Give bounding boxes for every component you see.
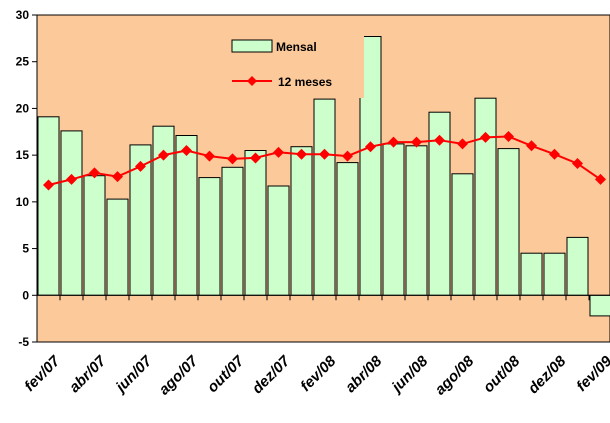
point-12-meses-mai-08 bbox=[388, 136, 399, 148]
x-tick-label: jun/08 bbox=[387, 352, 432, 397]
legend-label-mensal: Mensal bbox=[276, 40, 317, 54]
point-12-meses-mar-08 bbox=[342, 150, 353, 162]
point-12-meses-set-08 bbox=[480, 131, 491, 143]
bar-nov-08 bbox=[520, 252, 543, 296]
legend-swatch-mensal bbox=[231, 39, 273, 53]
y-tick-label: 25 bbox=[16, 55, 30, 69]
bar-abr-07 bbox=[83, 175, 106, 296]
bars-layer bbox=[37, 36, 610, 317]
point-12-meses-abr-07 bbox=[89, 167, 100, 179]
bar-mai-07 bbox=[106, 198, 129, 296]
x-tick-label: abr/08 bbox=[342, 352, 386, 396]
point-12-meses-mai-07 bbox=[112, 171, 123, 183]
point-12-meses-out-08 bbox=[503, 130, 514, 142]
point-12-meses-ago-07 bbox=[181, 144, 192, 156]
bar-nov-07 bbox=[244, 150, 267, 296]
x-tick-label: abr/07 bbox=[66, 352, 110, 396]
point-12-meses-fev-07 bbox=[43, 179, 54, 191]
bar-set-08 bbox=[474, 97, 497, 296]
bar-jun-08 bbox=[405, 145, 428, 296]
bar-mar-08 bbox=[336, 162, 359, 296]
bar-jan-08 bbox=[290, 146, 313, 296]
y-tick-label: 15 bbox=[16, 148, 30, 162]
bar-fev-08 bbox=[313, 98, 336, 296]
point-12-meses-nov-07 bbox=[250, 152, 261, 164]
point-12-meses-jun-07 bbox=[135, 160, 146, 172]
x-tick-label: ago/07 bbox=[156, 352, 202, 398]
y-tick-label: 10 bbox=[16, 195, 30, 209]
x-tick-label: dez/07 bbox=[249, 352, 294, 397]
bar-set-07 bbox=[198, 177, 221, 296]
point-12-meses-jan-09 bbox=[572, 158, 583, 170]
y-tick-label: 20 bbox=[16, 101, 30, 115]
point-12-meses-mar-07 bbox=[66, 173, 77, 185]
x-tick-label: dez/08 bbox=[525, 352, 570, 397]
point-12-meses-jul-08 bbox=[434, 134, 445, 146]
bar-out-08 bbox=[497, 148, 520, 296]
bar-mai-08 bbox=[382, 143, 405, 296]
bar-mar-07 bbox=[60, 130, 83, 296]
point-12-meses-out-07 bbox=[227, 153, 238, 165]
y-tick-label: 30 bbox=[16, 8, 30, 22]
x-tick-label: fev/08 bbox=[297, 352, 340, 395]
y-tick-label: 5 bbox=[22, 242, 29, 256]
point-12-meses-ago-08 bbox=[457, 138, 468, 150]
x-tick-label: fev/09 bbox=[573, 352, 610, 395]
bar-dez-07 bbox=[267, 185, 290, 296]
bar-fev-09 bbox=[589, 294, 610, 317]
legend: Mensal 12 meses bbox=[214, 36, 364, 98]
bar-fev-07 bbox=[37, 116, 60, 296]
legend-marker-12-meses bbox=[247, 76, 257, 86]
bar-ago-07 bbox=[175, 135, 198, 296]
point-12-meses-dez-07 bbox=[273, 146, 284, 158]
point-12-meses-dez-08 bbox=[549, 148, 560, 160]
bar-out-07 bbox=[221, 166, 244, 296]
x-tick-label: out/08 bbox=[480, 352, 524, 396]
bar-ago-08 bbox=[451, 173, 474, 296]
y-axis: -5 0 5 10 15 20 25 30 bbox=[16, 8, 37, 349]
bar-jan-09 bbox=[566, 236, 589, 296]
point-12-meses-jun-08 bbox=[411, 136, 422, 148]
point-12-meses-fev-08 bbox=[319, 148, 330, 160]
bar-dez-08 bbox=[543, 252, 566, 296]
x-tick-label: jun/07 bbox=[111, 352, 156, 397]
point-12-meses-jul-07 bbox=[158, 149, 169, 161]
line-series-layer bbox=[43, 130, 606, 191]
point-12-meses-set-07 bbox=[204, 150, 215, 162]
y-tick-label: -5 bbox=[18, 335, 29, 349]
x-tick-label: out/07 bbox=[204, 352, 248, 396]
point-12-meses-nov-08 bbox=[526, 140, 537, 152]
x-tick-label: ago/08 bbox=[432, 352, 478, 398]
y-tick-label: 0 bbox=[22, 288, 29, 302]
point-12-meses-jan-08 bbox=[296, 148, 307, 160]
point-12-meses-fev-09 bbox=[595, 173, 606, 185]
x-tick-label: fev/07 bbox=[21, 352, 64, 395]
point-12-meses-abr-08 bbox=[365, 141, 376, 153]
legend-label-12-meses: 12 meses bbox=[278, 75, 332, 89]
